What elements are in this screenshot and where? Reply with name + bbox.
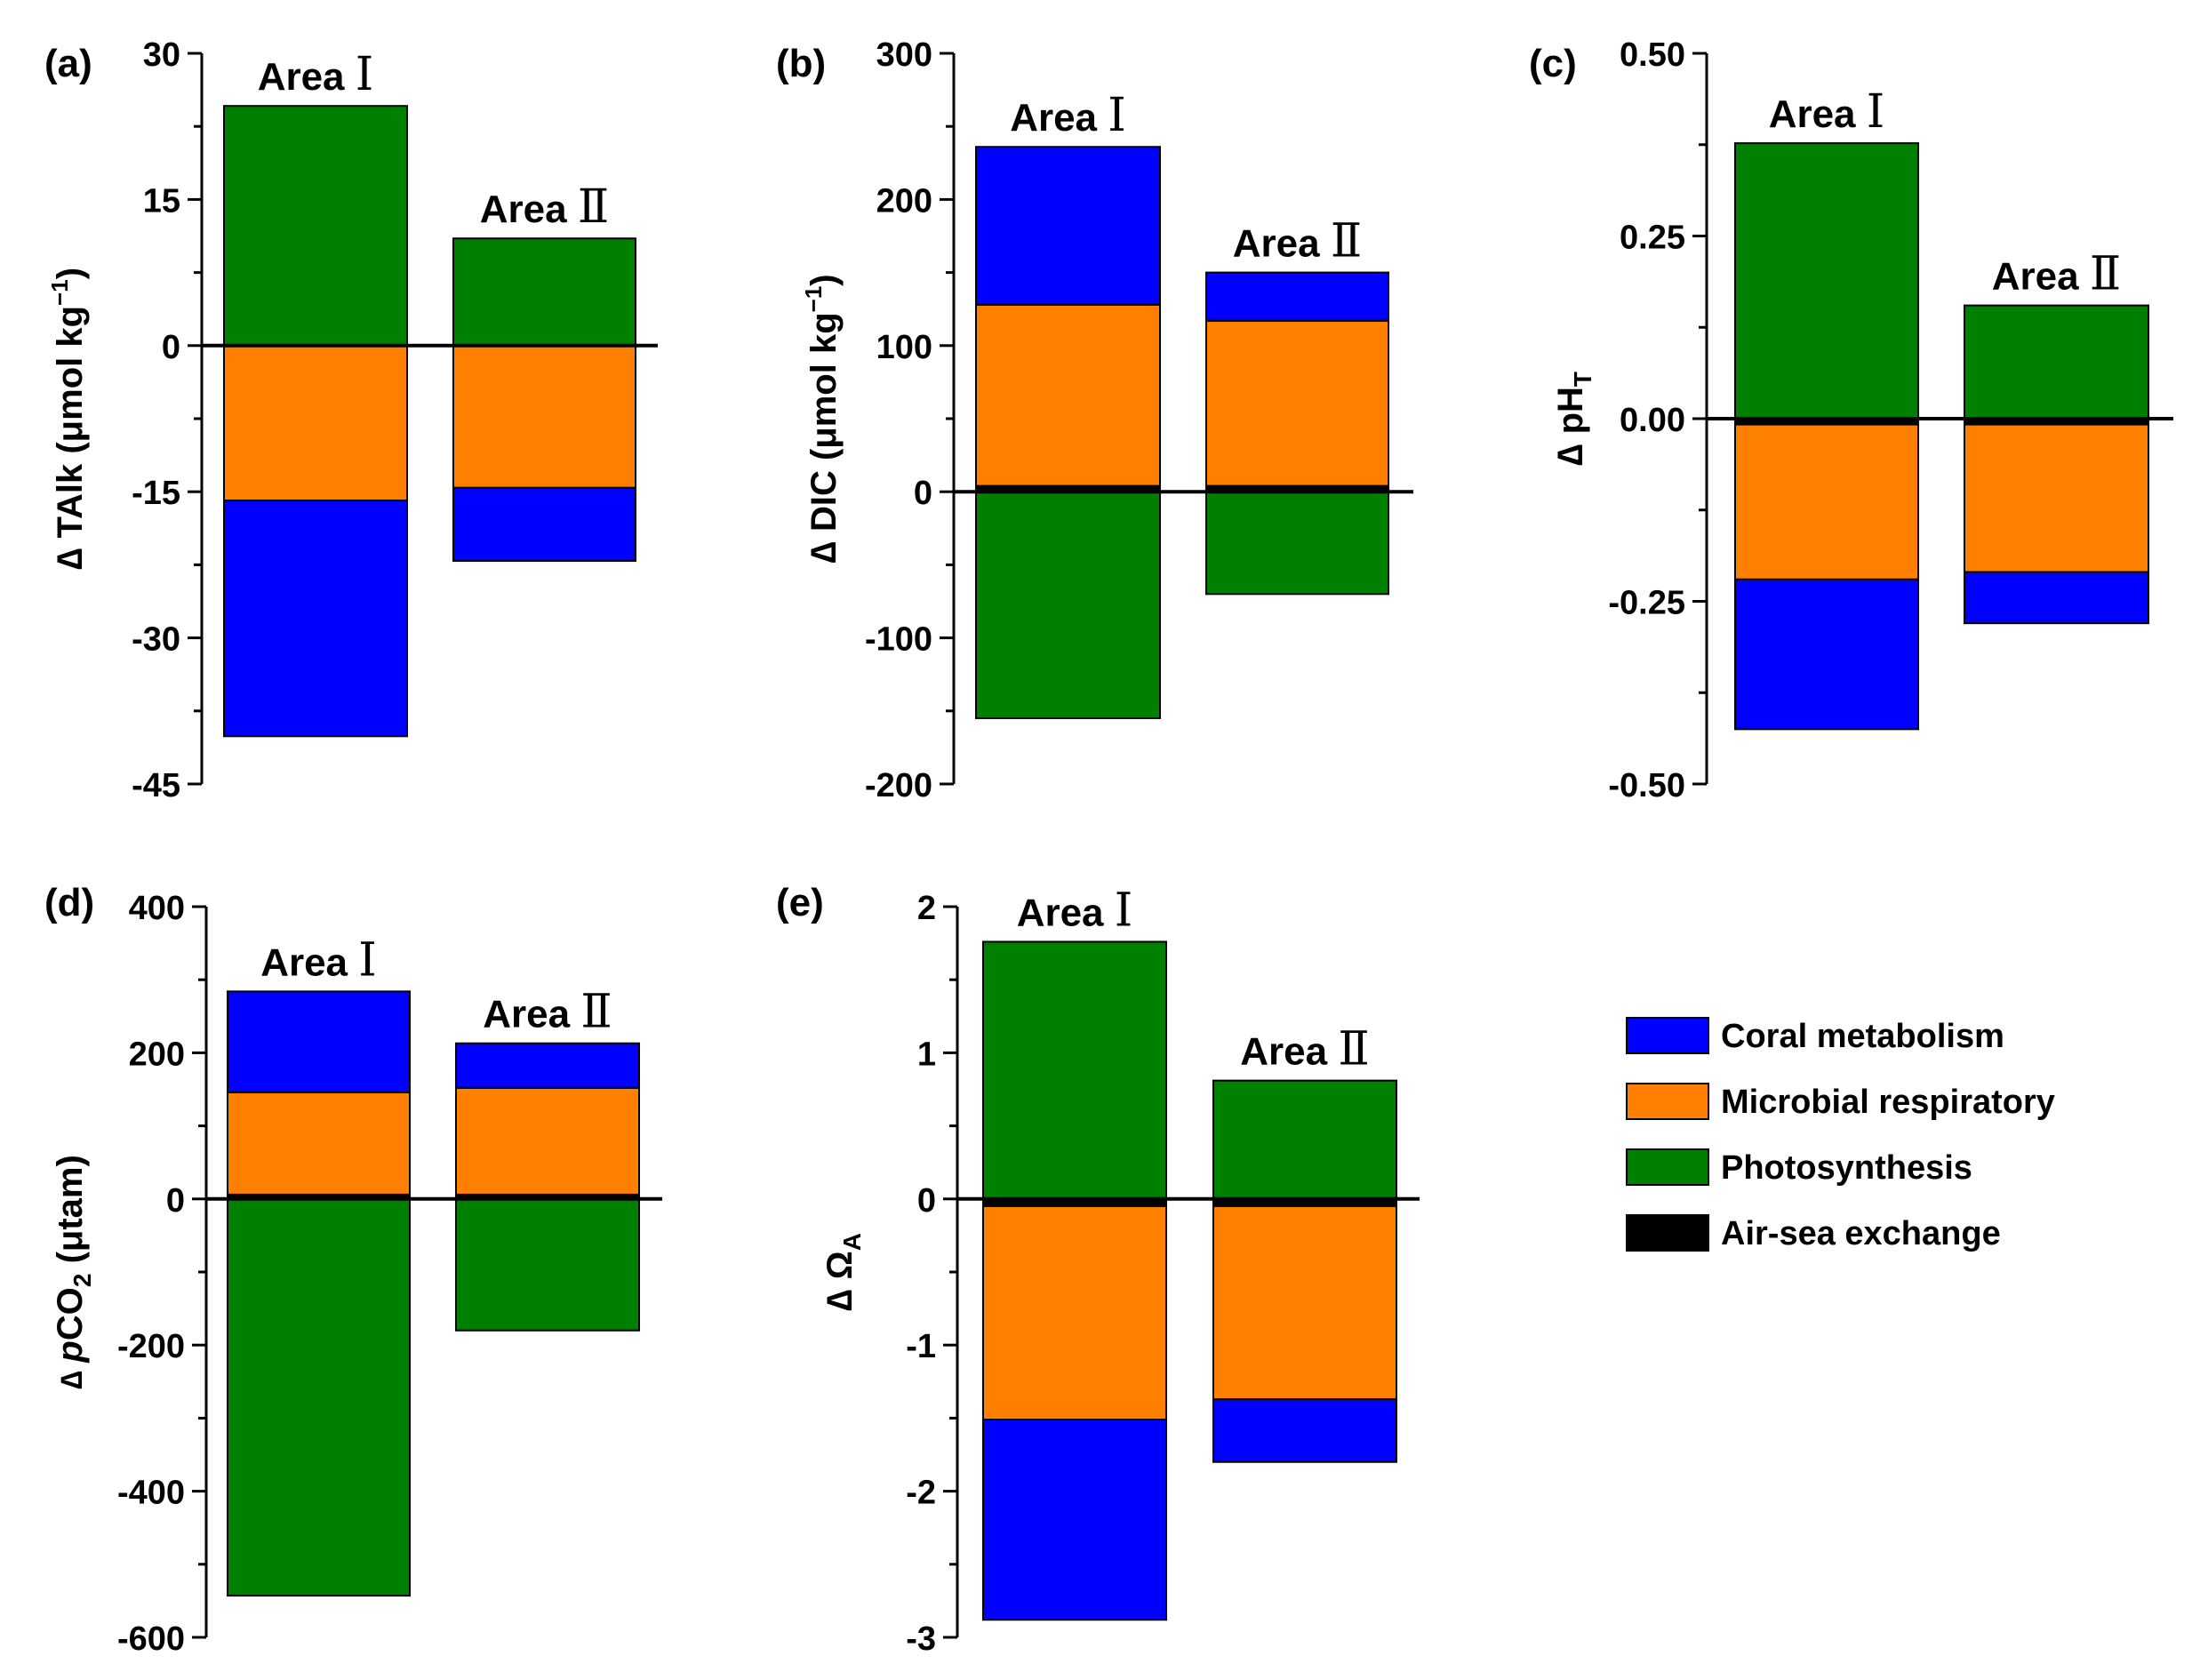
y-tick-label: 200 xyxy=(129,1036,185,1073)
panel-label: (d) xyxy=(44,881,94,924)
legend-label: Air-sea exchange xyxy=(1721,1215,2001,1252)
chart-panel-a: Area Ⅰ Area Ⅱ -45 -30 -15 0 15 30 (a) ∆ TAlk (μmo… xyxy=(44,36,658,804)
bar-area1-photosynthesis xyxy=(975,491,1161,720)
legend-label: Photosynthesis xyxy=(1721,1149,1972,1187)
y-tick-label: 0.25 xyxy=(1620,220,1685,257)
y-tick-label: -15 xyxy=(132,475,180,512)
y-tick-label: 200 xyxy=(876,182,932,220)
y-tick-label: -0.25 xyxy=(1608,585,1685,622)
panel-label: (a) xyxy=(44,42,92,85)
bar-area2-microbial-respiratory xyxy=(1212,1205,1397,1401)
area-label: Area Ⅰ xyxy=(260,935,377,986)
y-tick-label: -200 xyxy=(865,767,932,804)
y-tick-label: 0 xyxy=(166,1182,185,1220)
bar-area2-coral-metabolism xyxy=(455,1042,640,1089)
panel-label: (e) xyxy=(776,881,824,924)
chart-panel-d: Area Ⅰ Area Ⅱ -600 -400 -200 0 200 400 (d) ∆ pCO2… xyxy=(44,881,662,1658)
y-tick-label: -1 xyxy=(906,1328,936,1365)
area-label: Area Ⅱ xyxy=(1992,250,2121,300)
bar-area2-photosynthesis xyxy=(1205,491,1389,596)
panel-label: (b) xyxy=(776,42,826,85)
y-tick-label: 30 xyxy=(143,36,180,74)
legend-label: Microbial respiratory xyxy=(1721,1084,2055,1121)
legend-swatch xyxy=(1626,1017,1709,1054)
bar-area1-microbial-respiratory xyxy=(975,303,1161,487)
bar-area1-photosynthesis xyxy=(982,940,1167,1200)
y-tick-label: 0 xyxy=(162,329,180,366)
y-tick-label: 2 xyxy=(917,890,936,927)
bar-area1-coral-metabolism xyxy=(223,500,408,738)
y-tick-label: -100 xyxy=(865,621,932,659)
y-axis-title: ∆ ΩA xyxy=(820,1233,866,1311)
y-tick-label: -600 xyxy=(117,1620,185,1658)
area-label: Area Ⅰ xyxy=(1769,87,1885,138)
legend: Coral metabolism Microbial respiratory Pho… xyxy=(1626,1017,2055,1252)
panel-label: (c) xyxy=(1529,42,1577,85)
y-axis-title: ∆ pCO2 (μtam) xyxy=(51,1155,96,1389)
y-tick-label: 300 xyxy=(876,36,932,74)
bar-area2-microbial-respiratory xyxy=(1205,319,1389,487)
bar-area2-coral-metabolism xyxy=(1964,571,2149,625)
bar-area1-microbial-respiratory xyxy=(982,1205,1167,1421)
y-tick-label: 0.00 xyxy=(1620,402,1685,439)
bar-area2-coral-metabolism xyxy=(452,486,636,563)
y-tick-label: 400 xyxy=(129,890,185,927)
area-label: Area Ⅱ xyxy=(1240,1025,1369,1076)
bar-area1-photosynthesis xyxy=(1734,142,1919,420)
bar-area2-microbial-respiratory xyxy=(1964,423,2149,573)
bar-area1-coral-metabolism xyxy=(975,146,1161,306)
y-tick-label: 0.50 xyxy=(1620,36,1685,74)
y-axis-title: ∆ pHT xyxy=(1551,372,1596,466)
bar-area2-photosynthesis xyxy=(455,1197,640,1332)
y-tick-label: -200 xyxy=(117,1328,185,1365)
y-tick-label: 15 xyxy=(143,182,180,220)
area-label: Area Ⅱ xyxy=(1233,217,1362,268)
legend-swatch xyxy=(1626,1148,1709,1186)
bar-area1-photosynthesis xyxy=(223,105,408,347)
legend-swatch xyxy=(1626,1214,1709,1252)
bar-area2-photosynthesis xyxy=(1212,1079,1397,1200)
y-tick-label: -2 xyxy=(906,1475,936,1512)
bar-area2-coral-metabolism xyxy=(1205,271,1389,322)
y-tick-label: -3 xyxy=(906,1620,936,1658)
bar-area1-microbial-respiratory xyxy=(1734,423,1919,580)
y-axis-title: ∆ TAlk (μmol kg−1) xyxy=(46,268,90,570)
y-axis-title: ∆ DIC (μmol kg−1) xyxy=(800,274,844,563)
chart-panel-e: Area Ⅰ Area Ⅱ -3 -2 -1 0 1 2 (e) ∆ ΩA xyxy=(776,881,1420,1658)
bar-area2-coral-metabolism xyxy=(1212,1398,1397,1463)
chart-panel-b: Area Ⅰ Area Ⅱ -200 -100 0 100 200 300 (b) ∆ DIC (… xyxy=(776,36,1413,804)
area-label: Area Ⅰ xyxy=(1010,91,1126,141)
bar-area1-coral-metabolism xyxy=(227,990,411,1093)
area-label: Area Ⅰ xyxy=(258,50,374,100)
chart-panel-c: Area Ⅰ Area Ⅱ -0.50 -0.25 0.00 0.25 0.50 (c) ∆ p… xyxy=(1529,36,2173,804)
bar-area2-microbial-respiratory xyxy=(455,1086,640,1196)
y-tick-label: 0 xyxy=(917,1182,936,1220)
area-label: Area Ⅰ xyxy=(1017,885,1133,936)
bar-area2-microbial-respiratory xyxy=(452,344,636,489)
area-label: Area Ⅱ xyxy=(480,182,609,233)
y-tick-label: -45 xyxy=(132,767,180,804)
bar-area1-coral-metabolism xyxy=(982,1419,1167,1621)
area-label: Area Ⅱ xyxy=(483,988,612,1038)
y-tick-label: -30 xyxy=(132,621,180,659)
bar-area1-coral-metabolism xyxy=(1734,578,1919,731)
legend-label: Coral metabolism xyxy=(1721,1018,2004,1055)
bar-area1-microbial-respiratory xyxy=(227,1091,411,1196)
y-tick-label: 100 xyxy=(876,329,932,366)
y-tick-label: -0.50 xyxy=(1608,767,1685,804)
bar-area1-microbial-respiratory xyxy=(223,344,408,502)
y-tick-label: -400 xyxy=(117,1475,185,1512)
y-tick-label: 0 xyxy=(914,475,932,512)
y-tick-label: 1 xyxy=(917,1036,936,1073)
bar-area2-photosynthesis xyxy=(452,237,636,347)
legend-swatch xyxy=(1626,1083,1709,1120)
bar-area2-photosynthesis xyxy=(1964,304,2149,420)
bar-area1-photosynthesis xyxy=(227,1197,411,1597)
